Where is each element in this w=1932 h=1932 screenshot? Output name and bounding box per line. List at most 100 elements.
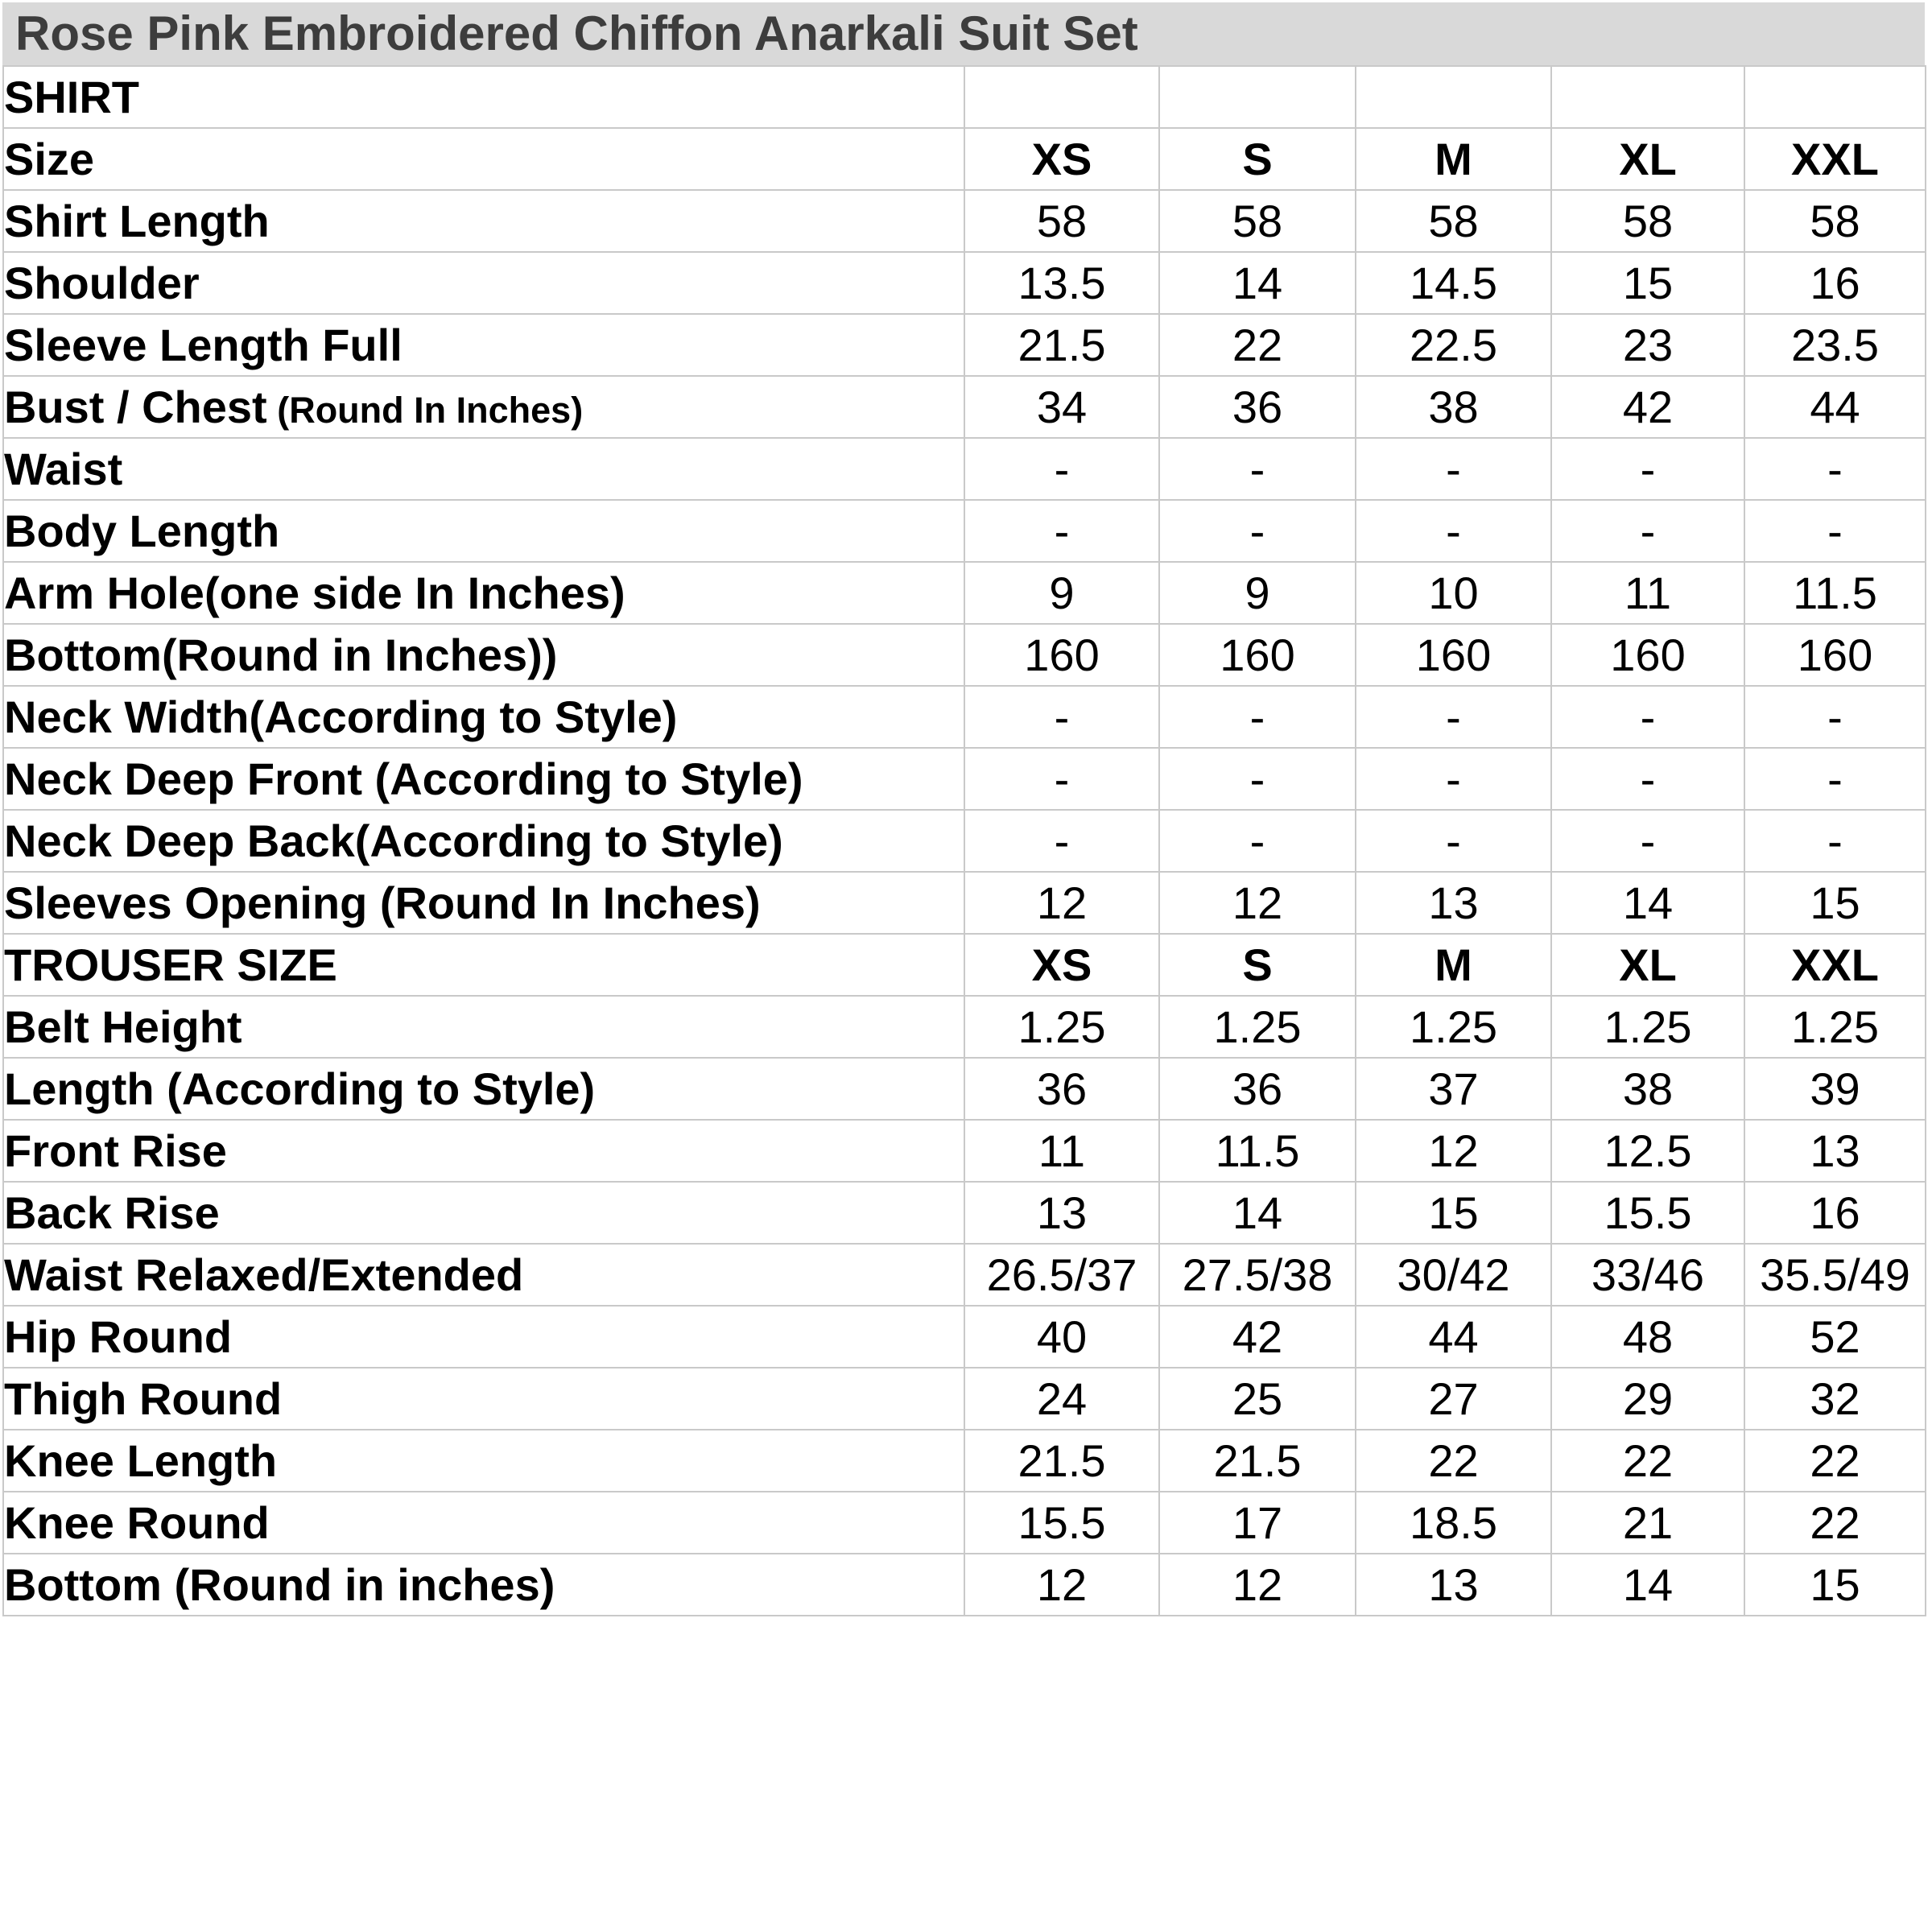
cell-value: - [1355,747,1552,811]
cell-value: - [1355,437,1552,501]
row-label-text: Thigh Round [4,1373,283,1424]
cell-value: 22 [1744,1491,1926,1554]
row-label-text: Length (According to Style) [4,1063,596,1114]
cell-value: 13 [964,1181,1160,1245]
cell-value: 9 [964,561,1160,625]
table-row: Size XS S M XL XXL [2,127,1926,191]
cell-value: 38 [1550,1057,1745,1121]
row-label: Belt Height [2,995,965,1059]
table-row: Waist - - - - - [2,437,1926,501]
cell-value: - [1744,437,1926,501]
cell-value: XL [1550,933,1745,997]
row-label: Bust / Chest (Round In Inches) [2,375,965,439]
size-chart-sheet: Rose Pink Embroidered Chiffon Anarkali S… [2,2,1926,1616]
cell-value: 48 [1550,1305,1745,1368]
cell-value: 36 [964,1057,1160,1121]
row-label-text: Belt Height [4,1001,242,1052]
cell-value: 17 [1158,1491,1356,1554]
table-row: Body Length - - - - - [2,499,1926,563]
cell-value: 1.25 [1355,995,1552,1059]
row-label: Size [2,127,965,191]
table-row: Neck Deep Back(According to Style) - - - - - [2,809,1926,873]
cell-value: 52 [1744,1305,1926,1368]
cell-value: 33/46 [1550,1243,1745,1307]
cell-value: - [1744,747,1926,811]
row-label-text: Neck Width(According to Style) [4,691,678,742]
cell-value: XXL [1744,127,1926,191]
cell-value: 58 [1355,189,1552,253]
row-label: TROUSER SIZE [2,933,965,997]
table-row: Belt Height 1.25 1.25 1.25 1.25 1.25 [2,995,1926,1059]
table-row: Bust / Chest (Round In Inches) 34 36 38 42 44 [2,375,1926,439]
cell-value: 40 [964,1305,1160,1368]
cell-value: - [1158,809,1356,873]
row-label: Shoulder [2,251,965,315]
cell-value: 14 [1550,1553,1745,1616]
cell-value: 15 [1355,1181,1552,1245]
row-label-text: Waist Relaxed/Extended [4,1249,524,1300]
cell-value: S [1158,127,1356,191]
row-label-text: Shoulder [4,258,200,308]
cell-value: - [1550,809,1745,873]
table-row: Front Rise 11 11.5 12 12.5 13 [2,1119,1926,1183]
cell-value: 160 [1744,623,1926,687]
table-row: Neck Deep Front (According to Style) - - - -… [2,747,1926,811]
row-label-text: Bottom (Round in inches) [4,1559,555,1610]
table-row: Back Rise 13 14 15 15.5 16 [2,1181,1926,1245]
row-label: SHIRT [2,65,965,129]
size-chart-table: SHIRT Size XS S M XL XXL Shirt Length 58 58 58 58 58… [2,65,1926,1616]
cell-value: 160 [964,623,1160,687]
cell-value: 22 [1744,1429,1926,1492]
cell-value: 160 [1355,623,1552,687]
table-row: Knee Round 15.5 17 18.5 21 22 [2,1491,1926,1554]
table-row: Thigh Round 24 25 27 29 32 [2,1367,1926,1430]
cell-value: - [1550,747,1745,811]
cell-value: S [1158,933,1356,997]
table-row: Neck Width(According to Style) - - - - - [2,685,1926,749]
cell-value: M [1355,933,1552,997]
row-label-text: Neck Deep Front (According to Style) [4,753,803,804]
cell-value: 15.5 [964,1491,1160,1554]
row-label: Knee Length [2,1429,965,1492]
row-label-text: Waist [4,444,123,494]
cell-value: 160 [1550,623,1745,687]
row-label: Neck Deep Front (According to Style) [2,747,965,811]
cell-value: 21.5 [964,313,1160,377]
cell-value [964,65,1160,129]
cell-value: 22 [1158,313,1356,377]
table-row: Knee Length 21.5 21.5 22 22 22 [2,1429,1926,1492]
cell-value: 30/42 [1355,1243,1552,1307]
cell-value: 11.5 [1744,561,1926,625]
cell-value: 9 [1158,561,1356,625]
cell-value: 26.5/37 [964,1243,1160,1307]
cell-value: 13.5 [964,251,1160,315]
row-label-text: Bust / Chest [4,382,267,432]
row-label: Length (According to Style) [2,1057,965,1121]
cell-value: XS [964,127,1160,191]
cell-value: - [1355,499,1552,563]
row-label-suffix: (Round In Inches) [266,390,584,431]
cell-value: - [1744,499,1926,563]
cell-value [1550,65,1745,129]
cell-value: - [1744,685,1926,749]
cell-value: 22 [1355,1429,1552,1492]
cell-value: 14 [1550,871,1745,935]
cell-value: - [1158,685,1356,749]
row-label: Shirt Length [2,189,965,253]
row-label: Sleeves Opening (Round In Inches) [2,871,965,935]
cell-value: 16 [1744,1181,1926,1245]
cell-value: 1.25 [964,995,1160,1059]
cell-value: 12 [1355,1119,1552,1183]
cell-value [1744,65,1926,129]
row-label: Body Length [2,499,965,563]
cell-value: 22 [1550,1429,1745,1492]
table-row: Hip Round 40 42 44 48 52 [2,1305,1926,1368]
cell-value: 22.5 [1355,313,1552,377]
cell-value: 27 [1355,1367,1552,1430]
cell-value: 12 [964,871,1160,935]
cell-value: 58 [1158,189,1356,253]
cell-value: 37 [1355,1057,1552,1121]
cell-value: 14 [1158,1181,1356,1245]
table-row: SHIRT [2,65,1926,129]
row-label-text: Knee Round [4,1497,270,1548]
